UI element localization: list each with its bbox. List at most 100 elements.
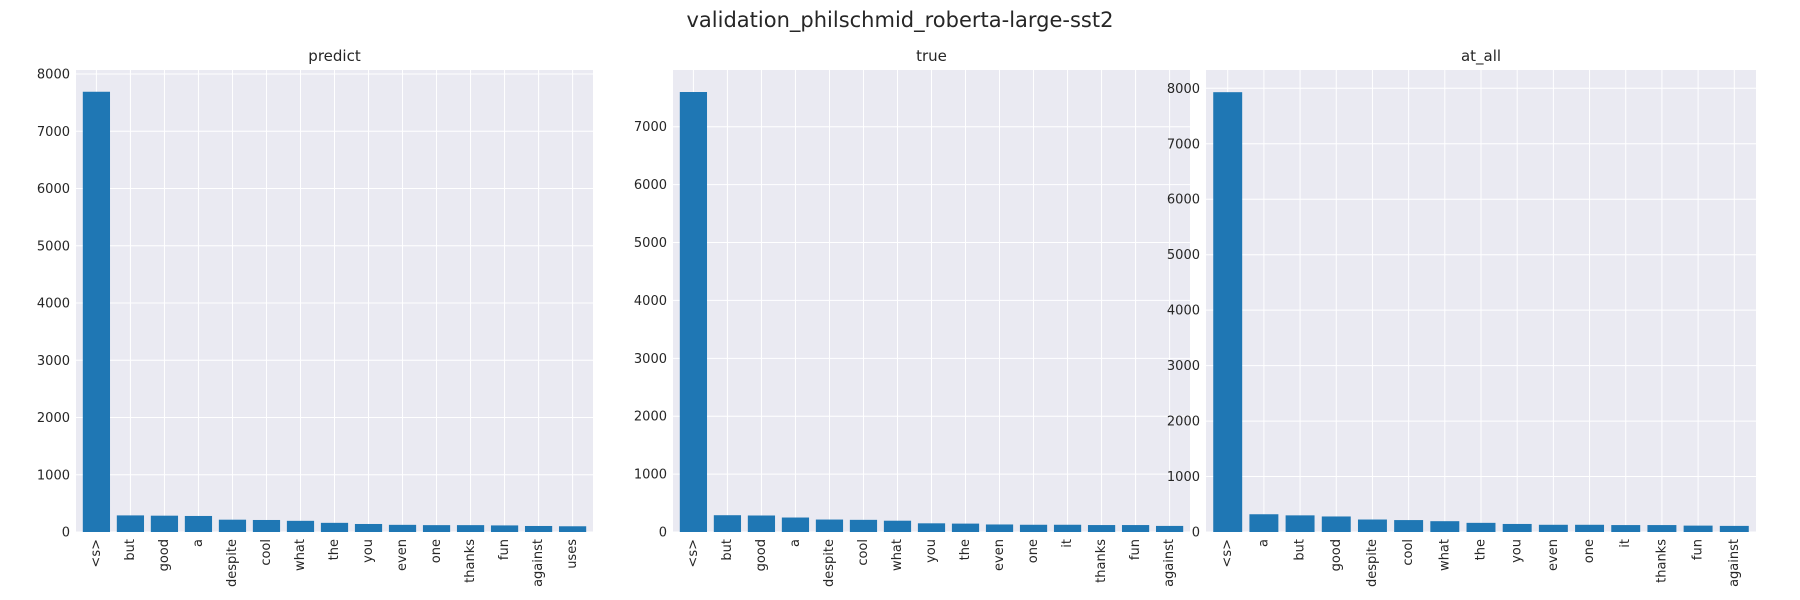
bar-fun <box>1683 525 1713 532</box>
bar-a <box>1249 514 1279 532</box>
bar-s <box>1213 92 1243 532</box>
x-tick-label: good <box>157 539 172 571</box>
x-tick-label: against <box>531 539 546 587</box>
bar-fun <box>1121 525 1150 532</box>
bar-what <box>883 520 912 532</box>
subplot-title: predict <box>308 47 361 65</box>
x-tick-label: against <box>1727 539 1742 587</box>
x-tick-label: it <box>1060 539 1075 548</box>
y-tick-label: 7000 <box>37 125 70 140</box>
x-tick-label: the <box>1474 539 1489 560</box>
x-tick-label: fun <box>497 539 512 560</box>
x-tick-label: despite <box>1365 539 1380 587</box>
bar-one <box>422 525 451 532</box>
bar-a <box>781 517 810 532</box>
subplot-title: at_all <box>1461 47 1501 66</box>
bar-uses <box>558 526 587 532</box>
bar-fun <box>490 525 519 532</box>
y-tick-label: 0 <box>62 526 70 541</box>
x-tick-label: a <box>1256 539 1271 547</box>
x-tick-label: but <box>720 539 735 561</box>
bar-you <box>1502 523 1532 532</box>
x-tick-label: thanks <box>463 539 478 583</box>
x-tick-label: thanks <box>1094 539 1109 583</box>
y-tick-label: 5000 <box>634 236 667 251</box>
bar-cool <box>252 519 281 532</box>
y-tick-label: 3000 <box>634 352 667 367</box>
bar-against <box>1719 525 1749 532</box>
x-tick-label: despite <box>225 539 240 587</box>
x-tick-label: fun <box>1128 539 1143 560</box>
bar-against <box>1155 525 1184 532</box>
x-tick-label: one <box>1582 539 1597 563</box>
y-tick-label: 3000 <box>1167 359 1200 374</box>
x-tick-label: good <box>754 539 769 571</box>
bar-but <box>713 515 742 532</box>
bar-the <box>320 522 349 532</box>
y-tick-label: 2000 <box>1167 415 1200 430</box>
bar-even <box>985 524 1014 532</box>
x-tick-label: you <box>361 539 376 563</box>
y-tick-label: 1000 <box>634 468 667 483</box>
x-tick-label: one <box>429 539 444 563</box>
bar-what <box>1430 521 1460 532</box>
bar-thanks <box>1087 525 1116 532</box>
bar-the <box>1466 522 1496 532</box>
subplot-title: true <box>916 47 947 65</box>
x-tick-label: <s> <box>686 539 701 568</box>
y-tick-label: 2000 <box>37 411 70 426</box>
y-tick-label: 3000 <box>37 354 70 369</box>
x-tick-label: what <box>1437 539 1452 571</box>
x-tick-label: <s> <box>1220 539 1235 568</box>
x-tick-label: even <box>1546 539 1561 571</box>
y-tick-label: 0 <box>659 526 667 541</box>
bar-despite <box>815 519 844 532</box>
bar-but <box>116 515 145 532</box>
x-tick-label: fun <box>1691 539 1706 560</box>
figure-title: validation_philschmid_roberta-large-sst2 <box>687 8 1114 33</box>
bar-what <box>286 520 315 532</box>
bar-despite <box>1357 519 1387 532</box>
x-tick-label: but <box>123 539 138 561</box>
bar-a <box>184 515 213 532</box>
bar-you <box>917 523 946 532</box>
bar-one <box>1019 524 1048 532</box>
x-tick-label: a <box>191 539 206 547</box>
bar-against <box>524 525 553 532</box>
x-tick-label: despite <box>822 539 837 587</box>
bar-cool <box>1394 520 1424 532</box>
bar-thanks <box>1647 525 1677 532</box>
y-tick-label: 7000 <box>1167 137 1200 152</box>
subplot-true: 0 1000 2000 3000 4000 5000 6000 7000 <s> but good a… <box>634 47 1190 587</box>
y-tick-label: 2000 <box>634 410 667 425</box>
bar-even <box>1538 524 1568 532</box>
x-tick-label: you <box>924 539 939 563</box>
subplot-at-all: 0 1000 2000 3000 4000 5000 6000 7000 8000 <s> a but… <box>1167 47 1756 587</box>
bar-you <box>354 523 383 532</box>
bar-s <box>82 91 111 533</box>
x-tick-label: what <box>293 539 308 571</box>
x-tick-label: uses <box>565 539 580 569</box>
x-tick-label: cool <box>856 539 871 566</box>
bar-even <box>388 524 417 532</box>
x-tick-label: but <box>1293 539 1308 561</box>
bar-good <box>150 515 179 532</box>
x-tick-label: the <box>327 539 342 560</box>
bar-good <box>1321 516 1351 532</box>
y-tick-label: 8000 <box>37 68 70 83</box>
bar-despite <box>218 519 247 532</box>
x-tick-label: against <box>1162 539 1177 587</box>
x-tick-label: the <box>958 539 973 560</box>
y-tick-label: 1000 <box>37 468 70 483</box>
x-tick-label: cool <box>1401 539 1416 566</box>
x-tick-label: thanks <box>1654 539 1669 583</box>
y-tick-label: 6000 <box>634 178 667 193</box>
y-tick-label: 1000 <box>1167 470 1200 485</box>
x-tick-label: a <box>788 539 803 547</box>
bar-s <box>679 92 708 532</box>
bar-it <box>1611 525 1641 532</box>
x-tick-label: even <box>395 539 410 571</box>
x-tick-label: what <box>890 539 905 571</box>
y-tick-label: 4000 <box>37 297 70 312</box>
